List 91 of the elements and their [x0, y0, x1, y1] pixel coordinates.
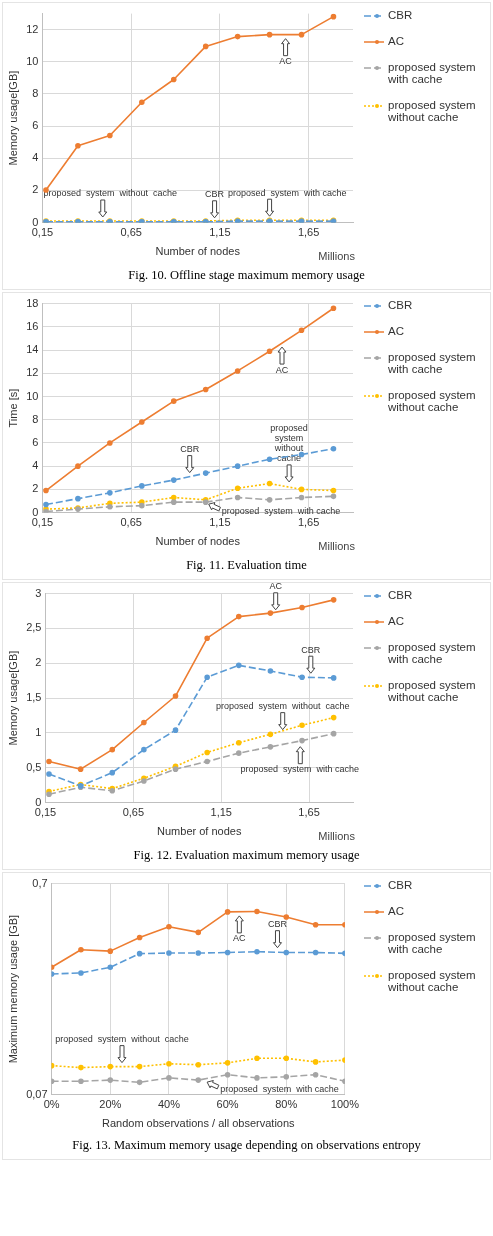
y-tick-label: 0: [35, 795, 42, 808]
annotation: CBR: [205, 189, 225, 200]
annotation: proposed system with cache: [220, 1083, 339, 1094]
y-axis-title: Time [s]: [6, 388, 19, 428]
x-axis-title: Number of nodes: [155, 245, 241, 258]
y-tick-label: 8: [32, 412, 39, 425]
text: Millions: [318, 250, 355, 262]
y-tick-label: 1,5: [26, 691, 42, 704]
y-tick-label: 0,5: [26, 760, 42, 773]
y-tick-label: 8: [32, 87, 39, 100]
legend-label: AC: [388, 905, 404, 917]
x-tick-label: 80%: [275, 1098, 298, 1111]
text: Fig. 11. Evaluation time: [185, 558, 308, 573]
legend-label: proposed system with cache: [388, 351, 477, 375]
legend-label: proposed system without cache: [388, 389, 477, 413]
legend-label: proposed system with cache: [388, 931, 477, 955]
annotation: proposed system without cache: [270, 423, 308, 464]
y-tick-label: 0,07: [26, 1087, 48, 1100]
x-tick-label: 0,15: [31, 516, 54, 529]
x-tick-label: 1,65: [297, 226, 320, 239]
annotation: AC: [233, 933, 247, 944]
x-tick-label: 1,15: [210, 806, 232, 819]
x-axis-title: Number of nodes: [157, 825, 242, 838]
annotation: AC: [279, 56, 293, 67]
y-tick-label: 3: [35, 586, 42, 599]
legend-label: CBR: [388, 589, 413, 601]
legend-label: proposed system without cache: [388, 99, 477, 123]
annotation: CBR: [267, 919, 288, 930]
x-tick-label: 0,65: [120, 226, 142, 239]
annotation: CBR: [180, 444, 200, 455]
legend-label: CBR: [388, 299, 413, 311]
legend-label: CBR: [388, 9, 413, 21]
y-tick-label: 16: [26, 319, 39, 332]
y-tick-label: 12: [26, 22, 39, 35]
y-tick-label: 14: [26, 343, 39, 356]
x-tick-label: 60%: [216, 1098, 239, 1111]
y-tick-label: 10: [26, 54, 39, 67]
y-tick-label: 2: [32, 183, 39, 196]
legend-label: proposed system with cache: [388, 641, 477, 665]
x-tick-label: 1,65: [298, 806, 320, 819]
x-tick-label: 0,65: [120, 516, 142, 529]
legend-label: AC: [388, 325, 404, 337]
annotation: proposed system with cache: [221, 505, 341, 516]
legend-label: proposed system without cache: [388, 679, 477, 703]
legend-label: proposed system with cache: [388, 61, 477, 85]
y-axis-title: Memory usage[GB]: [6, 650, 19, 746]
y-tick-label: 12: [26, 366, 39, 379]
x-tick-label: 1,15: [209, 226, 231, 239]
x-axis-title: Number of nodes: [155, 535, 241, 548]
x-tick-label: 0,65: [122, 806, 145, 819]
x-tick-label: 100%: [330, 1098, 360, 1111]
x-tick-label: 1,15: [209, 516, 231, 529]
text: Millions: [318, 540, 355, 552]
x-tick-label: 1,65: [297, 516, 320, 529]
y-tick-label: 6: [32, 119, 39, 132]
annotation: proposed system without cache: [55, 1034, 189, 1045]
legend-label: CBR: [388, 879, 413, 891]
y-tick-label: 0: [32, 215, 39, 228]
y-tick-label: 0: [32, 505, 39, 518]
annotation: AC: [269, 581, 283, 592]
legend-label: AC: [388, 35, 404, 47]
text: Millions: [318, 830, 355, 842]
y-tick-label: 2: [35, 656, 42, 669]
x-tick-label: 0,15: [31, 226, 54, 239]
x-tick-label: 20%: [99, 1098, 122, 1111]
x-tick-label: 40%: [157, 1098, 181, 1111]
x-tick-label: 0,15: [34, 806, 57, 819]
y-tick-label: 4: [32, 459, 39, 472]
y-tick-label: 10: [26, 389, 39, 402]
y-axis-title: Maximum memory usage [GB]: [6, 914, 19, 1064]
y-tick-label: 2,5: [26, 621, 42, 634]
annotation: proposed system with cache: [228, 187, 347, 198]
y-tick-label: 4: [32, 151, 39, 164]
text: Fig. 13. Maximum memory usage depending on observations entropy: [71, 1138, 422, 1153]
annotation: AC: [275, 364, 289, 375]
y-tick-label: 18: [26, 296, 39, 309]
annotation: proposed system without cache: [215, 701, 350, 712]
y-tick-label: 2: [32, 482, 39, 495]
text: Fig. 12. Evaluation maximum memory usage: [132, 848, 361, 863]
legend-label: AC: [388, 615, 404, 627]
y-axis-title: Memory usage[GB]: [6, 70, 19, 166]
annotation: proposed system without cache: [43, 188, 178, 199]
text: Fig. 10. Offline stage maximum memory usage: [127, 268, 366, 283]
x-axis-title: Random observations / all observations: [101, 1117, 296, 1130]
y-tick-label: 6: [32, 435, 39, 448]
y-tick-label: 1: [35, 725, 42, 738]
y-tick-label: 0,7: [32, 876, 48, 889]
annotation: proposed system with cache: [240, 764, 359, 775]
x-tick-label: 0%: [43, 1098, 60, 1111]
legend-label: proposed system without cache: [388, 969, 477, 993]
annotation: CBR: [301, 644, 321, 655]
